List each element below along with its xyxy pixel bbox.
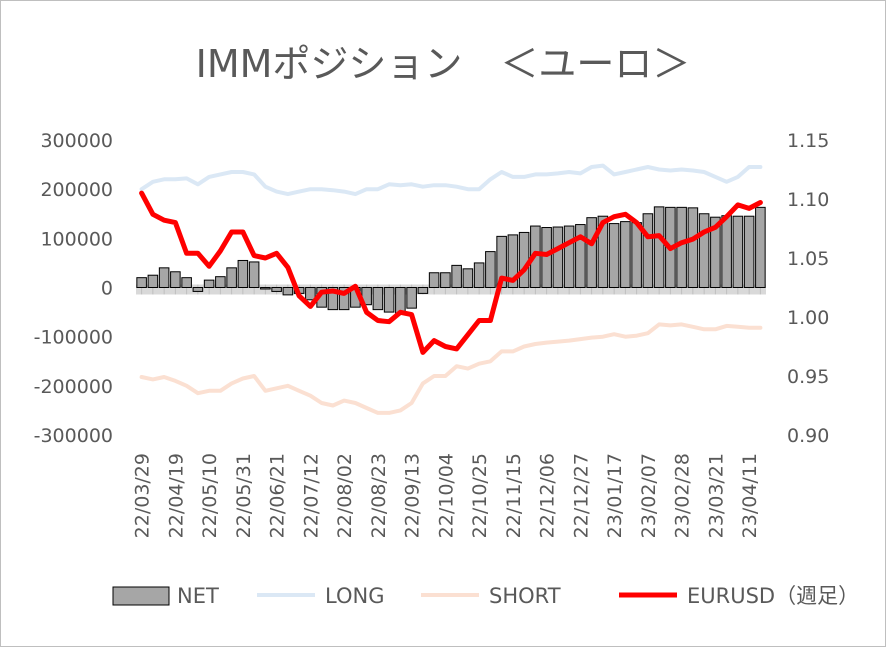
x-axis-ticks: 22/03/29 22/04/19 22/05/10 22/05/31 22/06/21… bbox=[132, 453, 762, 538]
net-bar bbox=[698, 213, 710, 288]
right-tick-label: 1.15 bbox=[787, 130, 829, 152]
net-bar bbox=[136, 277, 147, 288]
net-bar bbox=[203, 279, 215, 288]
net-bar bbox=[541, 227, 552, 288]
series-line-short bbox=[139, 322, 763, 415]
legend-label: NET bbox=[177, 584, 219, 608]
legend-label: EURUSD（週足） bbox=[687, 584, 859, 608]
net-bar bbox=[676, 206, 687, 289]
net-bar bbox=[721, 215, 732, 288]
right-axis-ticks: 1.15 1.10 1.05 1.00 0.95 0.90 bbox=[787, 130, 829, 447]
x-tick-label: 22/03/29 bbox=[132, 453, 154, 538]
x-tick-label: 23/03/21 bbox=[705, 453, 727, 538]
net-bar bbox=[755, 206, 766, 289]
net-bar bbox=[743, 215, 755, 288]
x-tick-label: 22/08/02 bbox=[334, 453, 356, 538]
left-tick-label: 200000 bbox=[40, 179, 113, 201]
right-tick-label: 1.05 bbox=[787, 248, 829, 270]
net-bar bbox=[440, 272, 451, 288]
net-bar bbox=[327, 287, 339, 311]
net-bar bbox=[642, 213, 654, 288]
x-tick-label: 22/11/15 bbox=[503, 453, 525, 538]
net-bar bbox=[518, 231, 530, 288]
net-bar bbox=[248, 261, 260, 288]
net-bar bbox=[181, 277, 192, 288]
net-bar bbox=[192, 287, 204, 292]
net-bar bbox=[462, 268, 474, 289]
x-tick-label: 22/07/12 bbox=[300, 453, 322, 538]
net-bar bbox=[417, 287, 429, 294]
x-tick-label: 22/12/06 bbox=[537, 453, 559, 538]
left-tick-label: -200000 bbox=[34, 376, 113, 398]
net-bar bbox=[406, 287, 417, 309]
net-bar bbox=[473, 262, 485, 288]
net-bar bbox=[237, 259, 249, 289]
net-bar bbox=[271, 287, 282, 292]
left-tick-label: 100000 bbox=[40, 228, 113, 250]
net-bar bbox=[552, 226, 564, 288]
x-tick-label: 23/02/28 bbox=[672, 453, 694, 538]
net-bar bbox=[732, 215, 744, 288]
x-tick-label: 22/08/23 bbox=[368, 453, 390, 538]
legend-label: LONG bbox=[325, 584, 384, 608]
net-bar bbox=[147, 274, 159, 289]
series-line-long bbox=[139, 163, 763, 197]
net-bar bbox=[260, 287, 271, 290]
net-bar bbox=[305, 287, 316, 301]
net-bar bbox=[608, 223, 620, 288]
series-line-eurusd bbox=[139, 190, 763, 355]
net-bar bbox=[451, 264, 462, 288]
net-bar bbox=[395, 287, 406, 314]
legend-label: SHORT bbox=[489, 584, 561, 608]
net-bar bbox=[620, 221, 631, 288]
x-tick-label: 22/04/19 bbox=[165, 453, 187, 538]
right-tick-label: 1.10 bbox=[787, 189, 829, 211]
x-tick-label: 23/02/07 bbox=[638, 453, 660, 538]
left-axis-ticks: 300000 200000 100000 0 -100000 -200000 -300000 bbox=[34, 130, 113, 447]
right-tick-label: 1.00 bbox=[787, 307, 829, 329]
net-bar bbox=[631, 222, 642, 289]
left-tick-label: -100000 bbox=[34, 327, 113, 349]
net-bar bbox=[428, 272, 440, 288]
net-bar bbox=[226, 267, 237, 289]
x-tick-label: 22/06/21 bbox=[267, 453, 289, 538]
x-tick-label: 23/01/17 bbox=[604, 453, 626, 538]
net-bars bbox=[136, 206, 766, 314]
net-bar bbox=[485, 251, 496, 289]
x-tick-label: 23/04/11 bbox=[739, 453, 761, 538]
right-tick-label: 0.95 bbox=[787, 366, 829, 388]
net-bar bbox=[597, 215, 609, 288]
zero-band-fill bbox=[136, 284, 766, 295]
chart-title: IMMポジション ＜ユーロ＞ bbox=[196, 42, 691, 86]
right-tick-label: 0.90 bbox=[787, 425, 829, 447]
net-bar bbox=[158, 267, 170, 289]
left-tick-label: 300000 bbox=[40, 130, 113, 152]
series-lines bbox=[139, 163, 763, 415]
net-bar bbox=[586, 217, 597, 288]
net-bar bbox=[710, 216, 721, 288]
net-bar bbox=[507, 234, 519, 288]
net-bar bbox=[653, 206, 665, 288]
legend: NET LONG SHORT EURUSD（週足） bbox=[112, 584, 859, 608]
net-bar bbox=[338, 287, 350, 311]
x-tick-label: 22/10/04 bbox=[435, 453, 457, 538]
left-tick-label: 0 bbox=[101, 278, 113, 300]
legend-swatch-net bbox=[112, 586, 170, 606]
x-tick-label: 22/10/25 bbox=[469, 453, 491, 538]
x-tick-label: 22/05/31 bbox=[233, 453, 255, 538]
net-bar bbox=[383, 287, 395, 313]
net-bar bbox=[282, 287, 294, 296]
x-tick-label: 22/05/10 bbox=[199, 453, 221, 538]
x-tick-label: 22/12/27 bbox=[570, 453, 592, 538]
net-bar bbox=[687, 207, 699, 289]
net-bar bbox=[170, 271, 181, 288]
left-tick-label: -300000 bbox=[34, 425, 113, 447]
net-bar bbox=[215, 276, 226, 288]
net-bar bbox=[372, 287, 384, 311]
x-tick-label: 22/09/13 bbox=[402, 453, 424, 538]
net-bar bbox=[575, 224, 586, 288]
net-bar bbox=[563, 225, 575, 289]
